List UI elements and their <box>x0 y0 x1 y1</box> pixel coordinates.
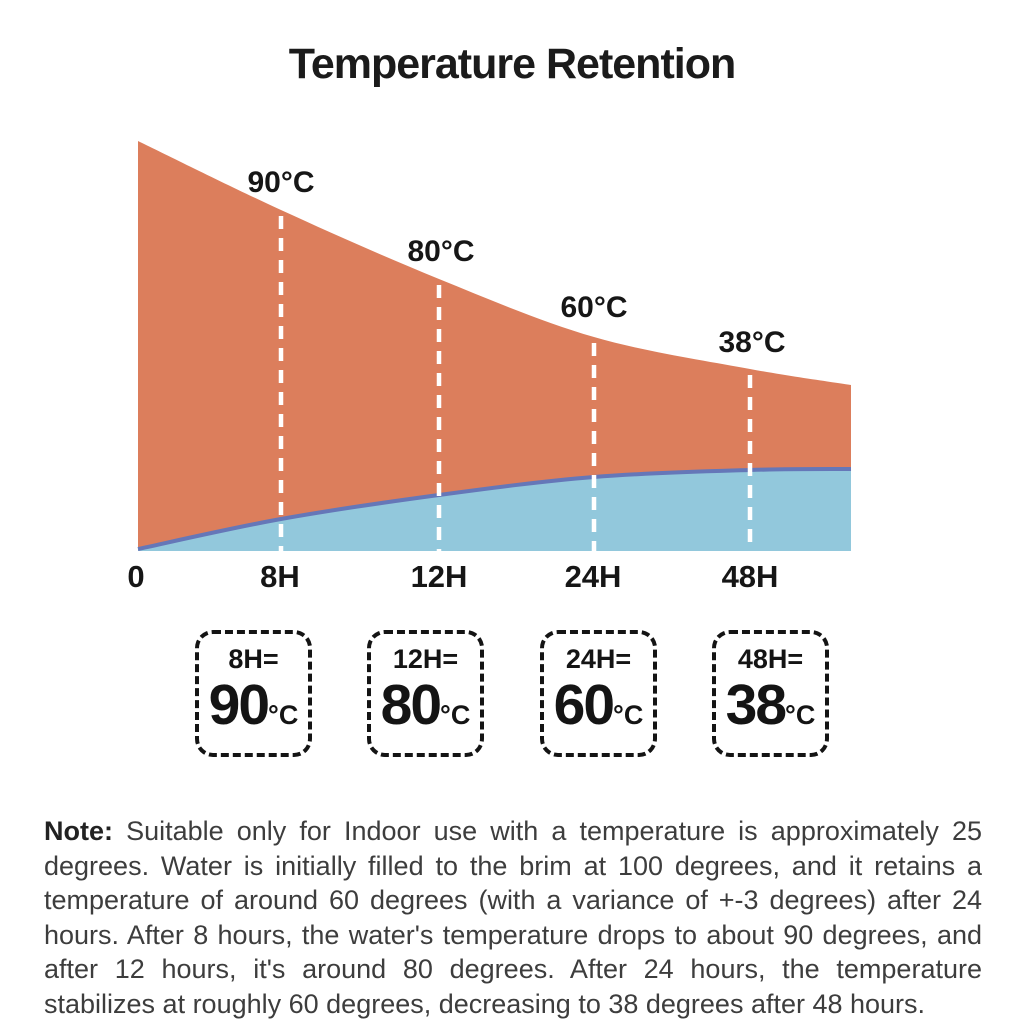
callout-12h: 12H= 80°C <box>367 630 484 757</box>
callout-12h-temp: 80°C <box>371 677 480 734</box>
hot-area-series <box>138 141 851 551</box>
curve-label-24h: 60°C <box>560 291 627 324</box>
note-label: Note: <box>44 816 113 846</box>
x-tick-0: 0 <box>127 559 144 594</box>
callout-48h-temp: 38°C <box>716 677 825 734</box>
callout-48h-unit: °C <box>785 700 816 730</box>
curve-label-8h: 90°C <box>247 166 314 199</box>
callout-8h-time: 8H= <box>228 644 279 674</box>
note-paragraph: Note: Suitable only for Indoor use with … <box>44 814 982 1022</box>
callout-12h-time: 12H= <box>392 644 459 674</box>
curve-label-12h: 80°C <box>407 235 474 268</box>
callout-8h-unit: °C <box>268 700 299 730</box>
callout-24h-time: 24H= <box>565 644 632 674</box>
callout-24h-unit: °C <box>613 700 644 730</box>
callout-12h-value: 80 <box>380 673 442 737</box>
callout-8h: 8H= 90°C <box>195 630 312 757</box>
callout-24h-value: 60 <box>553 673 615 737</box>
x-tick-8h: 8H <box>260 559 300 594</box>
chart-title: Temperature Retention <box>288 40 737 88</box>
callout-24h-temp: 60°C <box>544 677 653 734</box>
temperature-retention-chart: 90°C 80°C 60°C 38°C 0 8H 12H 24H 48H <box>127 141 852 594</box>
callout-48h-value: 38 <box>725 673 787 737</box>
callout-8h-value: 90 <box>208 673 270 737</box>
x-tick-24h: 24H <box>565 559 622 594</box>
callout-12h-unit: °C <box>440 700 471 730</box>
x-tick-48h: 48H <box>722 559 779 594</box>
callout-8h-temp: 90°C <box>199 677 308 734</box>
note-body: Suitable only for Indoor use with a temp… <box>44 816 982 1019</box>
cool-area-series <box>138 469 851 551</box>
callout-24h: 24H= 60°C <box>540 630 657 757</box>
curve-label-48h: 38°C <box>718 326 785 359</box>
x-tick-12h: 12H <box>411 559 468 594</box>
callout-48h: 48H= 38°C <box>712 630 829 757</box>
callout-48h-time: 48H= <box>737 644 804 674</box>
